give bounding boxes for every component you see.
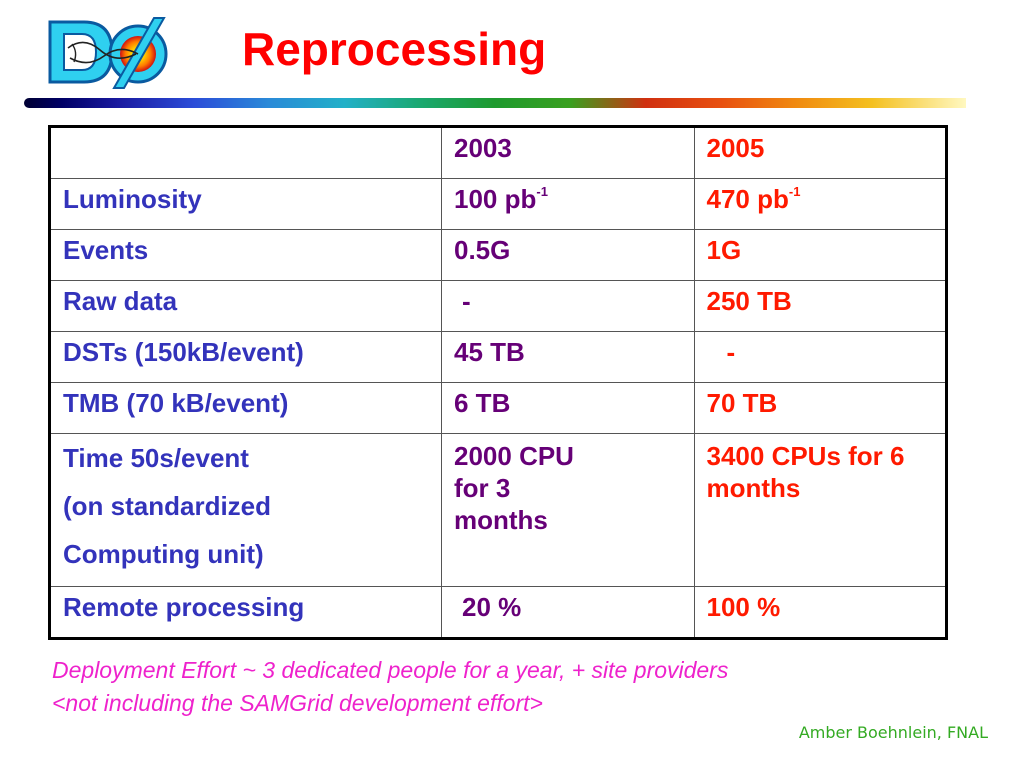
- row-label-line: Time 50s/event: [63, 443, 249, 473]
- author-credit: Amber Boehnlein, FNAL: [798, 723, 988, 742]
- cell-line: months: [454, 505, 548, 535]
- table-row: TMB (70 kB/event) 6 TB 70 TB: [49, 382, 947, 434]
- d0-logo-icon: [48, 17, 168, 89]
- table-header-row: 2003 2005: [49, 126, 947, 179]
- cell-2005: 250 TB: [693, 280, 947, 332]
- reprocessing-table: 2003 2005 Luminosity 100 pb-1 470 pb-1 E…: [48, 125, 948, 640]
- table-row: Remote processing 20 % 100 %: [49, 586, 947, 639]
- cell-2003: 100 pb-1: [441, 178, 695, 230]
- cell-2003: -: [441, 280, 695, 332]
- cell-2005: 1G: [693, 229, 947, 281]
- cell-line: 2000 CPU: [454, 441, 574, 471]
- cell-line: for 3: [454, 473, 511, 503]
- table-row: Luminosity 100 pb-1 470 pb-1: [49, 178, 947, 230]
- row-label: Raw data: [49, 280, 442, 332]
- cell-2005: 470 pb-1: [693, 178, 947, 230]
- row-label-line: Computing unit): [63, 539, 264, 569]
- row-label: Time 50s/event (on standardized Computin…: [49, 433, 442, 587]
- deployment-note-sub: <not including the SAMGrid development e…: [52, 690, 543, 716]
- table-row: Raw data - 250 TB: [49, 280, 947, 332]
- rainbow-divider: [24, 98, 966, 108]
- value-2005: 470 pb: [706, 184, 789, 214]
- table-row: DSTs (150kB/event) 45 TB -: [49, 331, 947, 383]
- exponent-2005: -1: [788, 184, 801, 199]
- deployment-note: Deployment Effort ~ 3 dedicated people f…: [52, 657, 729, 683]
- row-label: DSTs (150kB/event): [49, 331, 442, 383]
- cell-2005: 100 %: [693, 586, 947, 639]
- header-2003-cell: 2003: [441, 126, 695, 179]
- exponent-2003: -1: [536, 184, 548, 199]
- cell-2005: 70 TB: [693, 382, 947, 434]
- page-title: Reprocessing: [242, 23, 547, 75]
- row-label: Remote processing: [49, 586, 442, 639]
- row-label: TMB (70 kB/event): [49, 382, 442, 434]
- row-label: Events: [49, 229, 442, 281]
- row-label-line: (on standardized: [63, 491, 272, 521]
- cell-line: 3400 CPUs for 6: [706, 441, 905, 471]
- cell-2003: 20 %: [441, 586, 695, 639]
- cell-line: months: [706, 473, 801, 503]
- cell-2003: 6 TB: [441, 382, 695, 434]
- cell-2003: 45 TB: [441, 331, 695, 383]
- cell-2005: 3400 CPUs for 6 months: [693, 433, 947, 587]
- cell-2005: -: [693, 331, 947, 383]
- row-label: Luminosity: [49, 178, 442, 230]
- table-row: Time 50s/event (on standardized Computin…: [49, 433, 947, 587]
- table-row: Events 0.5G 1G: [49, 229, 947, 281]
- value-2003: 100 pb: [454, 184, 537, 214]
- cell-2003: 2000 CPU for 3 months: [441, 433, 695, 587]
- header-label-cell: [49, 126, 442, 179]
- cell-2003: 0.5G: [441, 229, 695, 281]
- header-2005-cell: 2005: [693, 126, 947, 179]
